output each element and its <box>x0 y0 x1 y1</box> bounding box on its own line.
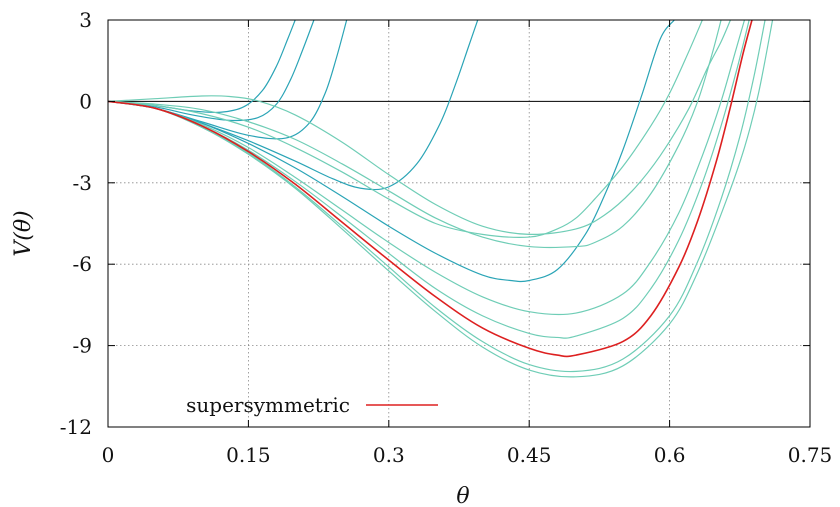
legend: supersymmetric <box>186 393 438 417</box>
y-tick-label: -9 <box>73 334 92 358</box>
series-line-9 <box>108 20 746 316</box>
x-tick-label: 0 <box>102 443 115 467</box>
series-line-12 <box>108 20 766 373</box>
y-tick-label: -6 <box>73 252 92 276</box>
y-axis-label-group: V(θ) <box>11 210 36 256</box>
series-line-supersymmetric <box>108 20 753 358</box>
series-line-7 <box>108 20 722 249</box>
x-tick-label: 0.6 <box>654 443 686 467</box>
x-tick-label: 0.15 <box>226 443 271 467</box>
series-line-5 <box>108 20 675 283</box>
grid <box>108 20 810 427</box>
y-tick-label: 0 <box>79 89 92 113</box>
series-line-2 <box>108 20 315 122</box>
series-line-3 <box>108 20 348 140</box>
legend-label-supersymmetric: supersymmetric <box>186 393 350 417</box>
y-tick-label: 3 <box>79 8 92 32</box>
x-tick-label: 0.45 <box>507 443 552 467</box>
y-tick-label: -3 <box>73 171 92 195</box>
series-line-8 <box>108 20 731 235</box>
series-line-10 <box>108 20 750 339</box>
series-group <box>108 20 774 378</box>
x-axis-label: θ <box>456 484 469 507</box>
y-tick-label: -12 <box>60 415 92 439</box>
axis-ticks: 0 0.15 0.3 0.45 0.6 0.75 3 0 -3 -6 -9 -12 <box>60 8 832 467</box>
x-tick-label: 0.75 <box>788 443 833 467</box>
series-line-13 <box>108 20 774 378</box>
plot-frame <box>107 19 811 428</box>
series-line-1 <box>108 20 296 114</box>
series-line-6 <box>108 20 703 238</box>
x-tick-label: 0.3 <box>373 443 405 467</box>
y-axis-label: V(θ) <box>11 210 36 256</box>
